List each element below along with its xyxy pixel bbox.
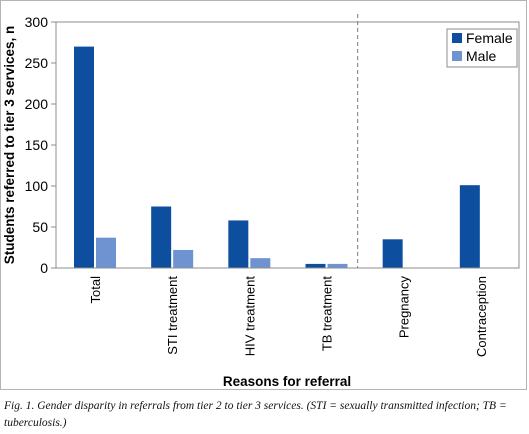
bar-male-3 <box>327 263 348 268</box>
bar-female-0 <box>74 46 94 268</box>
bar-male-1 <box>173 249 194 268</box>
y-tick-label: 200 <box>25 96 49 112</box>
legend-label-male: Male <box>466 48 497 64</box>
plot-area <box>55 21 520 269</box>
y-tick-label: 100 <box>25 178 49 194</box>
bar-male-2 <box>250 258 271 268</box>
category-label: HIV treatment <box>242 276 257 357</box>
x-axis-label: Reasons for referral <box>223 374 351 389</box>
y-tick-label: 0 <box>40 260 48 276</box>
bars <box>74 46 480 268</box>
y-axis-label: Students referred to tier 3 services, n <box>2 26 17 265</box>
bar-female-4 <box>382 239 403 268</box>
category-label: Pregnancy <box>397 276 412 339</box>
legend-swatch-male <box>452 51 462 61</box>
bar-female-3 <box>305 263 326 268</box>
legend-swatch-female <box>452 33 462 43</box>
y-tick-label: 300 <box>25 14 49 30</box>
y-tick-label: 50 <box>32 219 48 235</box>
y-axis-ticks: 0 50 100 150 200 250 300 <box>25 14 56 276</box>
figure-caption: Fig. 1. Gender disparity in referrals fr… <box>4 400 507 429</box>
bar-male-0 <box>96 237 116 268</box>
legend: Female Male <box>446 28 518 68</box>
legend-label-female: Female <box>466 30 513 46</box>
bar-female-5 <box>459 185 480 268</box>
y-tick-label: 150 <box>25 137 49 153</box>
bar-chart: 0 50 100 150 200 250 300 Total STI treatment HIV… <box>2 14 520 389</box>
category-label: Contraception <box>474 276 489 357</box>
bar-female-2 <box>228 220 249 268</box>
category-label: STI treatment <box>165 276 180 355</box>
category-label: TB treatment <box>320 276 335 352</box>
category-labels: Total STI treatment HIV treatment TB treatm… <box>88 276 489 357</box>
category-label: Total <box>88 276 103 304</box>
bar-female-1 <box>151 206 172 268</box>
y-tick-label: 250 <box>25 55 49 71</box>
chart-frame <box>0 0 527 390</box>
